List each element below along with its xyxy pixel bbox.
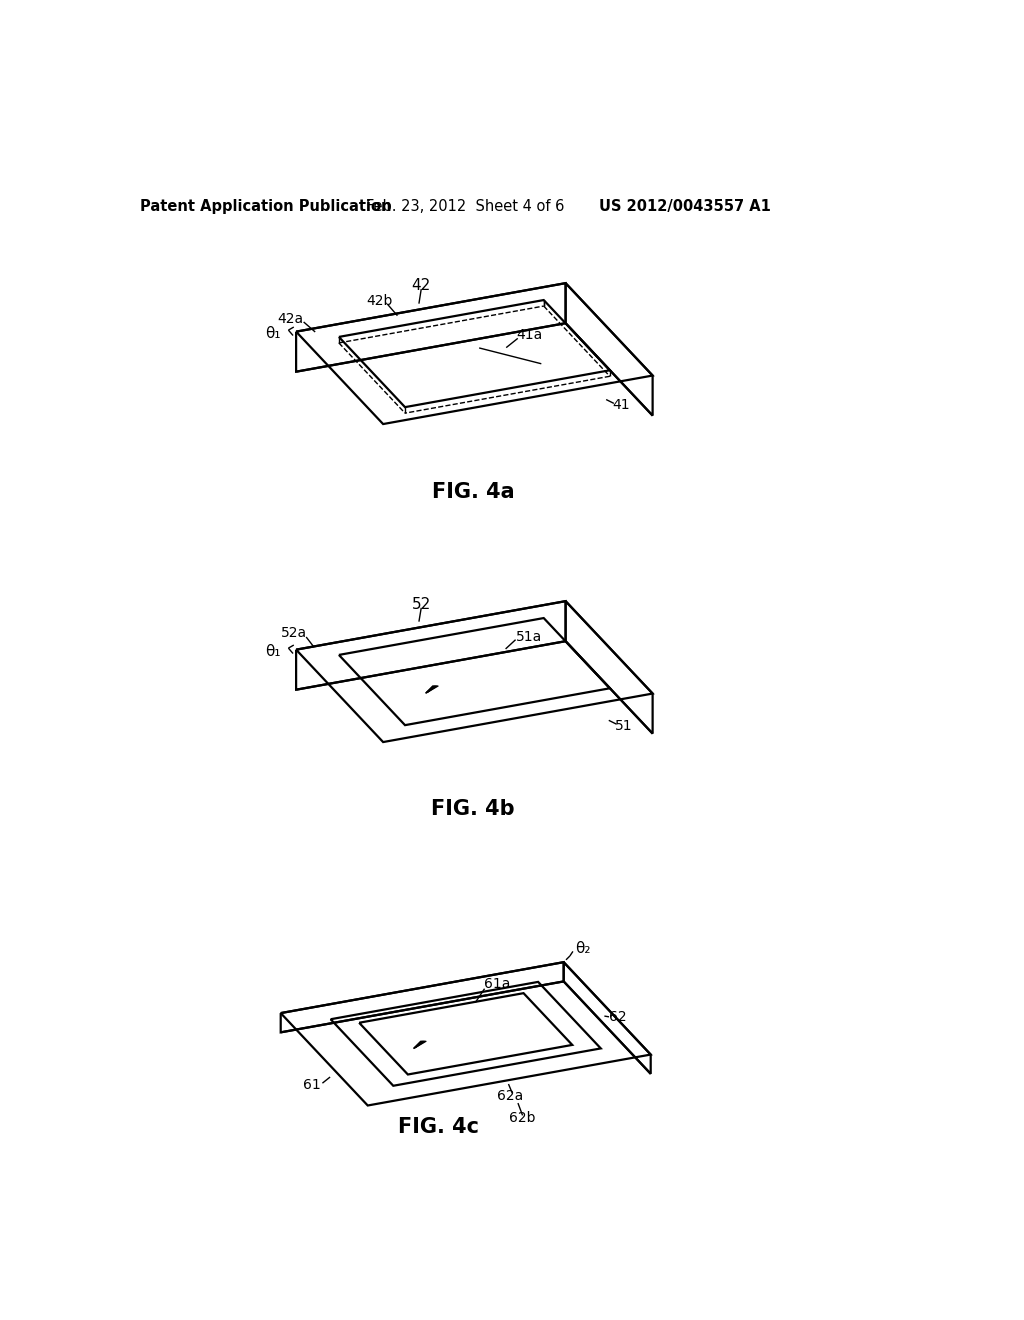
Text: 52a: 52a <box>281 626 307 640</box>
Text: Feb. 23, 2012  Sheet 4 of 6: Feb. 23, 2012 Sheet 4 of 6 <box>367 198 564 214</box>
Text: θ₂: θ₂ <box>575 941 591 956</box>
Text: 61a: 61a <box>483 977 510 991</box>
Text: 51a: 51a <box>515 630 542 644</box>
Text: FIG. 4b: FIG. 4b <box>431 799 515 818</box>
Text: Patent Application Publication: Patent Application Publication <box>139 198 391 214</box>
Text: 62b: 62b <box>509 1111 536 1126</box>
Text: 51: 51 <box>615 718 633 733</box>
Text: θ₁: θ₁ <box>265 644 281 660</box>
Text: 42a: 42a <box>278 312 303 326</box>
Text: 41: 41 <box>612 397 631 412</box>
Text: 42: 42 <box>412 277 431 293</box>
Text: US 2012/0043557 A1: US 2012/0043557 A1 <box>599 198 771 214</box>
Text: 62a: 62a <box>497 1089 523 1104</box>
Text: 41a: 41a <box>516 329 543 342</box>
Text: 62: 62 <box>609 1010 627 1024</box>
Text: 52: 52 <box>412 597 431 612</box>
Text: FIG. 4c: FIG. 4c <box>398 1117 479 1137</box>
Text: FIG. 4a: FIG. 4a <box>432 482 514 502</box>
Text: 61: 61 <box>303 1077 321 1092</box>
Text: θ₁: θ₁ <box>265 326 281 342</box>
Text: 42b: 42b <box>367 294 393 308</box>
